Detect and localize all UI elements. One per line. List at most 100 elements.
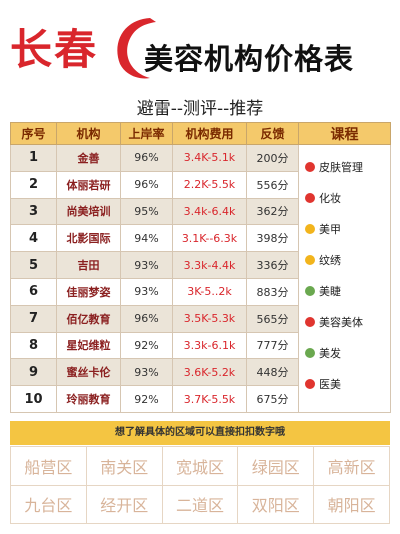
course-label: 美发	[319, 346, 341, 360]
institution-name: 佳丽梦姿	[56, 277, 121, 306]
col-header-fee: 机构费用	[172, 122, 247, 145]
feedback-score: 675分	[246, 385, 299, 413]
district-cell[interactable]: 朝阳区	[314, 485, 390, 524]
city-title: 长春	[10, 25, 99, 74]
feedback-score: 336分	[246, 251, 299, 279]
feedback-score: 200分	[246, 144, 299, 172]
course-label: 美甲	[319, 222, 341, 236]
feedback-score: 883分	[246, 277, 299, 306]
course-item: 美发	[299, 337, 390, 368]
district-cell[interactable]: 双阳区	[238, 485, 315, 524]
pass-rate: 96%	[120, 144, 173, 172]
bullet-dot-icon	[305, 347, 315, 358]
page-title: 美容机构价格表	[144, 42, 355, 76]
course-label: 纹绣	[319, 253, 341, 267]
table-header-row: 序号 机构 上岸率 机构费用 反馈 课程	[10, 122, 391, 145]
feedback-score: 565分	[246, 304, 299, 333]
pass-rate: 93%	[120, 358, 173, 387]
bullet-dot-icon	[305, 316, 315, 327]
bullet-dot-icon	[305, 285, 315, 296]
district-cell[interactable]: 船营区	[11, 447, 87, 486]
institution-name: 星妃维粒	[56, 331, 121, 360]
table-row: 2 体丽若研 96% 2.2K-5.5k 556分	[10, 170, 391, 199]
institution-name: 吉田	[56, 251, 121, 279]
course-item: 化妆	[299, 182, 390, 213]
course-label: 皮肤管理	[319, 160, 363, 174]
course-item: 美睫	[299, 275, 390, 306]
table-row: 3 尚美培训 95% 3.4k-6.4k 362分	[10, 197, 391, 226]
row-number: 4	[10, 224, 57, 253]
info-banner: 想了解具体的区域可以直接扣扣数字哦	[10, 421, 390, 445]
pass-rate: 92%	[120, 385, 173, 413]
col-header-feedback: 反馈	[246, 122, 299, 145]
district-cell[interactable]: 经开区	[86, 485, 163, 524]
page-subtitle: 避雷--测评--推荐	[136, 99, 264, 119]
bullet-dot-icon	[305, 192, 315, 203]
institution-name: 尚美培训	[56, 197, 121, 226]
pass-rate: 92%	[120, 331, 173, 360]
institution-name: 蜜丝卡伦	[56, 358, 121, 387]
institution-fee: 3.5K-5.3k	[172, 304, 247, 333]
course-label: 化妆	[319, 191, 341, 205]
course-item: 医美	[299, 368, 390, 399]
institution-name: 金善	[56, 144, 121, 172]
feedback-score: 777分	[246, 331, 299, 360]
institution-fee: 3.3k-4.4k	[172, 251, 247, 279]
course-item: 美甲	[299, 213, 390, 244]
district-cell[interactable]: 宽城区	[162, 447, 239, 486]
institution-fee: 3.7K-5.5k	[172, 385, 247, 413]
pass-rate: 94%	[120, 224, 173, 253]
institution-name: 北影国际	[56, 224, 121, 253]
row-number: 5	[10, 251, 57, 279]
course-list: 皮肤管理化妆美甲纹绣美睫美容美体美发医美	[298, 144, 391, 413]
col-header-rate: 上岸率	[120, 122, 173, 145]
bullet-dot-icon	[305, 161, 315, 172]
district-cell[interactable]: 九台区	[11, 485, 87, 524]
course-label: 美睫	[319, 284, 341, 298]
bullet-dot-icon	[305, 254, 315, 265]
institution-fee: 2.2K-5.5k	[172, 170, 247, 199]
row-number: 10	[10, 385, 57, 413]
course-item: 皮肤管理	[299, 151, 390, 182]
feedback-score: 398分	[246, 224, 299, 253]
row-number: 7	[10, 304, 57, 333]
table-row: 1 金善 96% 3.4K-5.1k 200分 皮肤管理 化妆 美甲 纹绣 美睫 美容美体 美发 医美	[10, 144, 391, 413]
table-row: 10 玲丽教育 92% 3.7K-5.5k 675分	[10, 385, 391, 413]
bullet-dot-icon	[305, 223, 315, 234]
district-cell[interactable]: 绿园区	[238, 447, 315, 486]
table-row: 5 吉田 93% 3.3k-4.4k 336分	[10, 251, 391, 279]
course-label: 美容美体	[319, 315, 363, 329]
district-grid: 船营区 南关区 宽城区 绿园区 高新区九台区 经开区 二道区 双阳区 朝阳区	[10, 446, 390, 524]
feedback-score: 362分	[246, 197, 299, 226]
institution-name: 玲丽教育	[56, 385, 121, 413]
row-number: 3	[10, 197, 57, 226]
district-cell[interactable]: 南关区	[86, 447, 163, 486]
institution-fee: 3K-5..2k	[172, 277, 247, 306]
course-item: 美容美体	[299, 306, 390, 337]
district-cell[interactable]: 高新区	[314, 447, 390, 486]
col-header-name: 机构	[56, 122, 121, 145]
institution-fee: 3.4K-5.1k	[172, 144, 247, 172]
course-label: 医美	[319, 377, 341, 391]
brush-swoosh-decoration	[117, 18, 156, 79]
pass-rate: 95%	[120, 197, 173, 226]
institution-fee: 3.1K--6.3k	[172, 224, 247, 253]
row-number: 2	[10, 170, 57, 199]
bullet-dot-icon	[305, 378, 315, 389]
pass-rate: 96%	[120, 304, 173, 333]
row-number: 6	[10, 277, 57, 306]
district-cell[interactable]: 二道区	[162, 485, 239, 524]
feedback-score: 556分	[246, 170, 299, 199]
table-row: 4 北影国际 94% 3.1K--6.3k 398分	[10, 224, 391, 253]
col-header-no: 序号	[10, 122, 57, 145]
table-row: 6 佳丽梦姿 93% 3K-5..2k 883分	[10, 277, 391, 306]
pass-rate: 93%	[120, 277, 173, 306]
row-number: 1	[10, 144, 57, 172]
institution-fee: 3.3k-6.1k	[172, 331, 247, 360]
institution-fee: 3.6K-5.2k	[172, 358, 247, 387]
price-table: 序号 机构 上岸率 机构费用 反馈 课程 1 金善 96% 3.4K-5.1k 200分…	[10, 122, 391, 413]
row-number: 8	[10, 331, 57, 360]
header: 长春 美容机构价格表	[0, 0, 400, 92]
col-header-course: 课程	[298, 122, 391, 145]
course-item: 纹绣	[299, 244, 390, 275]
